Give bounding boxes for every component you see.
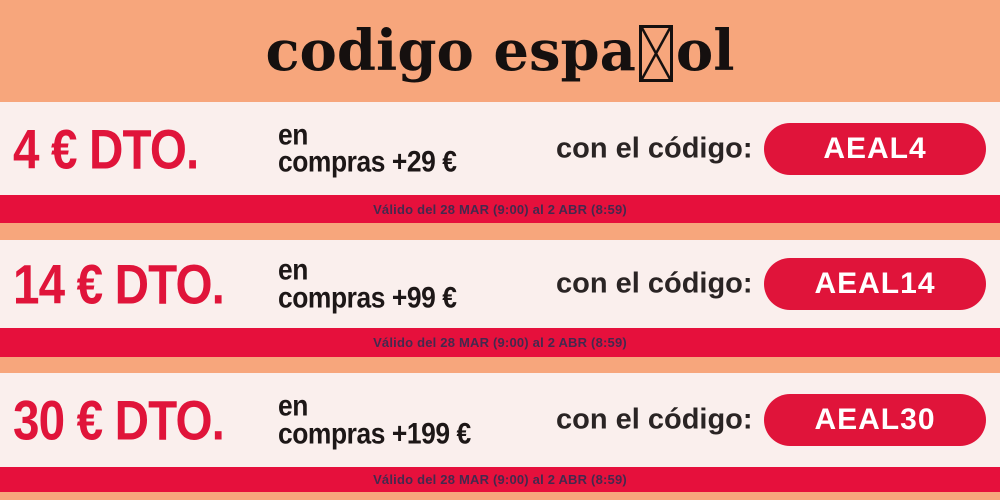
promo-code-button[interactable]: AEAL4: [764, 122, 986, 175]
condition-line-1: en: [278, 253, 308, 287]
coupon-row-1: 4 € DTO. en compras +29 € con el código:…: [0, 102, 1000, 195]
condition-line-2: compras +29 €: [278, 145, 457, 179]
title-text-prefix: codigo espa: [265, 18, 636, 84]
condition-line-1: en: [278, 117, 308, 151]
condition-line-1: en: [278, 389, 308, 423]
missing-glyph-box-icon: [638, 24, 673, 82]
validity-strip-3: Válido del 28 MAR (9:00) al 2 ABR (8:59): [0, 467, 1000, 492]
banner-header: codigo espa ol: [0, 0, 1000, 102]
discount-amount: 30 € DTO.: [13, 388, 225, 452]
discount-amount: 14 € DTO.: [13, 252, 225, 316]
purchase-condition: en compras +29 €: [278, 117, 457, 179]
promo-code-button[interactable]: AEAL14: [764, 258, 986, 310]
title-text-suffix: ol: [675, 18, 735, 84]
validity-strip-1: Válido del 28 MAR (9:00) al 2 ABR (8:59): [0, 195, 1000, 223]
code-label: con el código:: [556, 132, 753, 164]
discount-amount: 4 € DTO.: [13, 117, 199, 180]
condition-line-2: compras +199 €: [278, 417, 471, 450]
code-label: con el código:: [556, 267, 753, 300]
purchase-condition: en compras +99 €: [278, 253, 457, 314]
validity-strip-2: Válido del 28 MAR (9:00) al 2 ABR (8:59): [0, 328, 1000, 357]
promo-code-button[interactable]: AEAL30: [764, 394, 986, 446]
purchase-condition: en compras +199 €: [278, 389, 471, 450]
page-title: codigo espa ol: [265, 18, 735, 84]
coupon-row-2: 14 € DTO. en compras +99 € con el código…: [0, 240, 1000, 328]
code-label: con el código:: [556, 403, 753, 436]
condition-line-2: compras +99 €: [278, 281, 457, 314]
coupon-row-3: 30 € DTO. en compras +199 € con el códig…: [0, 373, 1000, 467]
